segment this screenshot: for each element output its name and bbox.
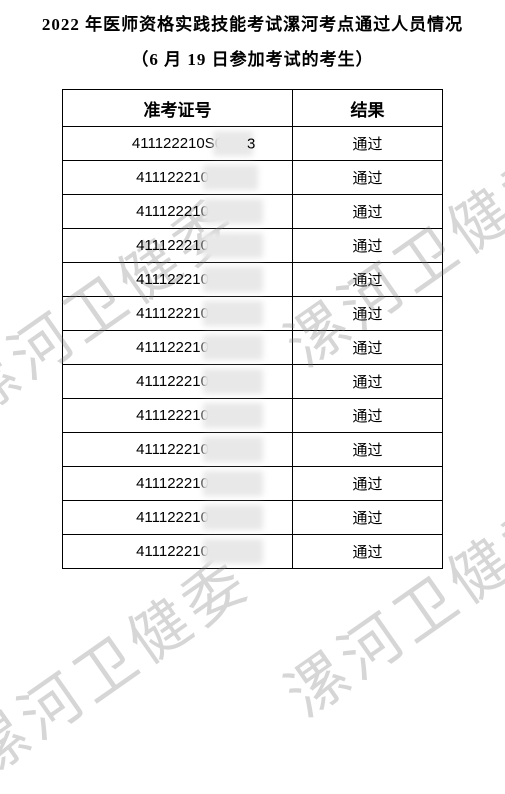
table-row: 411122210S通过 (63, 535, 443, 569)
cell-result: 通过 (293, 331, 443, 365)
table-row: 411122210S通过 (63, 161, 443, 195)
id-redaction (203, 403, 263, 428)
cell-result: 通过 (293, 501, 443, 535)
col-header-result: 结果 (293, 90, 443, 127)
cell-result: 通过 (293, 263, 443, 297)
id-redaction (203, 267, 263, 292)
table-row: 411122210S通过 (63, 467, 443, 501)
cell-id: 411122210S (63, 195, 293, 229)
cell-result: 通过 (293, 297, 443, 331)
cell-result: 通过 (293, 467, 443, 501)
col-header-id: 准考证号 (63, 90, 293, 127)
cell-id: 411122210S (63, 433, 293, 467)
cell-id: 411122210S (63, 161, 293, 195)
id-prefix-text: 411122210S0 (132, 135, 223, 152)
table-row: 411122210S通过 (63, 399, 443, 433)
table-header-row: 准考证号 结果 (63, 90, 443, 127)
table-row: 411122210S通过 (63, 229, 443, 263)
cell-result: 通过 (293, 433, 443, 467)
id-redaction (203, 505, 263, 530)
cell-id: 411122210S (63, 535, 293, 569)
cell-result: 通过 (293, 399, 443, 433)
id-redaction (203, 369, 263, 394)
id-redaction (203, 301, 263, 326)
cell-id: 411122210S0 3 (63, 127, 293, 161)
table-row: 411122210S通过 (63, 365, 443, 399)
page-title: 2022 年医师资格实践技能考试漯河考点通过人员情况 （6 月 19 日参加考试… (0, 0, 505, 75)
table-row: 411122210S0 3 通过 (63, 127, 443, 161)
table-row: 411122210S通过 (63, 331, 443, 365)
title-line-2: （6 月 19 日参加考试的考生） (0, 45, 505, 76)
cell-result: 通过 (293, 195, 443, 229)
title-line-1: 2022 年医师资格实践技能考试漯河考点通过人员情况 (0, 10, 505, 41)
table-row: 411122210S通过 (63, 297, 443, 331)
table-row: 411122210S通过 (63, 263, 443, 297)
cell-id: 411122210S (63, 365, 293, 399)
id-redaction (203, 199, 263, 224)
id-redaction (203, 165, 258, 190)
cell-id: 411122210S (63, 467, 293, 501)
cell-result: 通过 (293, 127, 443, 161)
id-redaction (203, 471, 263, 496)
table-row: 411122210S通过 (63, 195, 443, 229)
cell-id: 411122210S (63, 263, 293, 297)
cell-result: 通过 (293, 161, 443, 195)
id-redaction (203, 335, 263, 360)
watermark: 漯河卫健委 (0, 533, 265, 794)
cell-result: 通过 (293, 365, 443, 399)
id-redaction (203, 539, 263, 564)
cell-id: 411122210S (63, 331, 293, 365)
cell-id: 411122210S (63, 297, 293, 331)
id-redaction (203, 233, 263, 258)
cell-id: 411122210S (63, 501, 293, 535)
table-row: 411122210S通过 (63, 433, 443, 467)
table-row: 411122210S通过 (63, 501, 443, 535)
cell-id: 411122210S (63, 399, 293, 433)
cell-result: 通过 (293, 229, 443, 263)
cell-result: 通过 (293, 535, 443, 569)
id-tail-text: 3 (247, 135, 255, 152)
cell-id: 411122210S (63, 229, 293, 263)
id-redaction (203, 437, 263, 462)
results-table: 准考证号 结果 411122210S03通过411122210S通过411122… (62, 89, 443, 569)
